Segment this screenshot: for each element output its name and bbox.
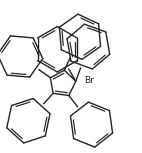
Text: Br: Br: [85, 76, 94, 85]
